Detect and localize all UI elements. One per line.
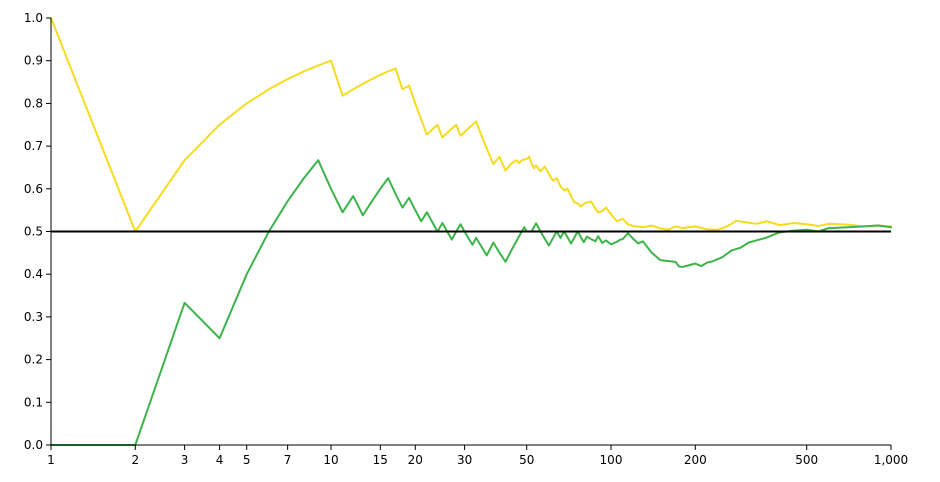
- y-tick-label: 0.9: [24, 54, 43, 68]
- y-tick-label: 0.7: [24, 139, 43, 153]
- x-tick-label: 1,000: [874, 453, 908, 467]
- y-tick-label: 0.4: [24, 267, 43, 281]
- x-tick-label: 7: [284, 453, 292, 467]
- y-tick-label: 0.2: [24, 353, 43, 367]
- x-tick-label: 5: [243, 453, 251, 467]
- x-tick-label: 50: [519, 453, 534, 467]
- y-tick-label: 0.5: [24, 225, 43, 239]
- x-tick-label: 4: [216, 453, 224, 467]
- x-tick-label: 20: [408, 453, 423, 467]
- series-line-2: [50, 159, 892, 446]
- x-tick-label: 2: [131, 453, 139, 467]
- y-tick-label: 0.8: [24, 96, 43, 110]
- x-tick-label: 30: [457, 453, 472, 467]
- x-tick-label: 15: [373, 453, 388, 467]
- x-tick-label: 10: [323, 453, 338, 467]
- x-tick-label: 200: [684, 453, 707, 467]
- y-tick-label: 0.3: [24, 310, 43, 324]
- y-tick-label: 1.0: [24, 11, 43, 25]
- y-tick-label: 0.1: [24, 395, 43, 409]
- y-tick-label: 0.6: [24, 182, 43, 196]
- series-line-1: [50, 17, 892, 233]
- x-tick-label: 100: [600, 453, 623, 467]
- x-tick-label: 3: [181, 453, 189, 467]
- axes-layer: 0.0 0.1 0.2 0.3 0.4 0.5 0.6 0.7 0.8 0.9 1.0 1 2 3 4 5 7 1…: [24, 11, 908, 467]
- y-tick-label: 0.0: [24, 438, 43, 452]
- x-tick-label: 500: [795, 453, 818, 467]
- x-tick-label: 1: [47, 453, 55, 467]
